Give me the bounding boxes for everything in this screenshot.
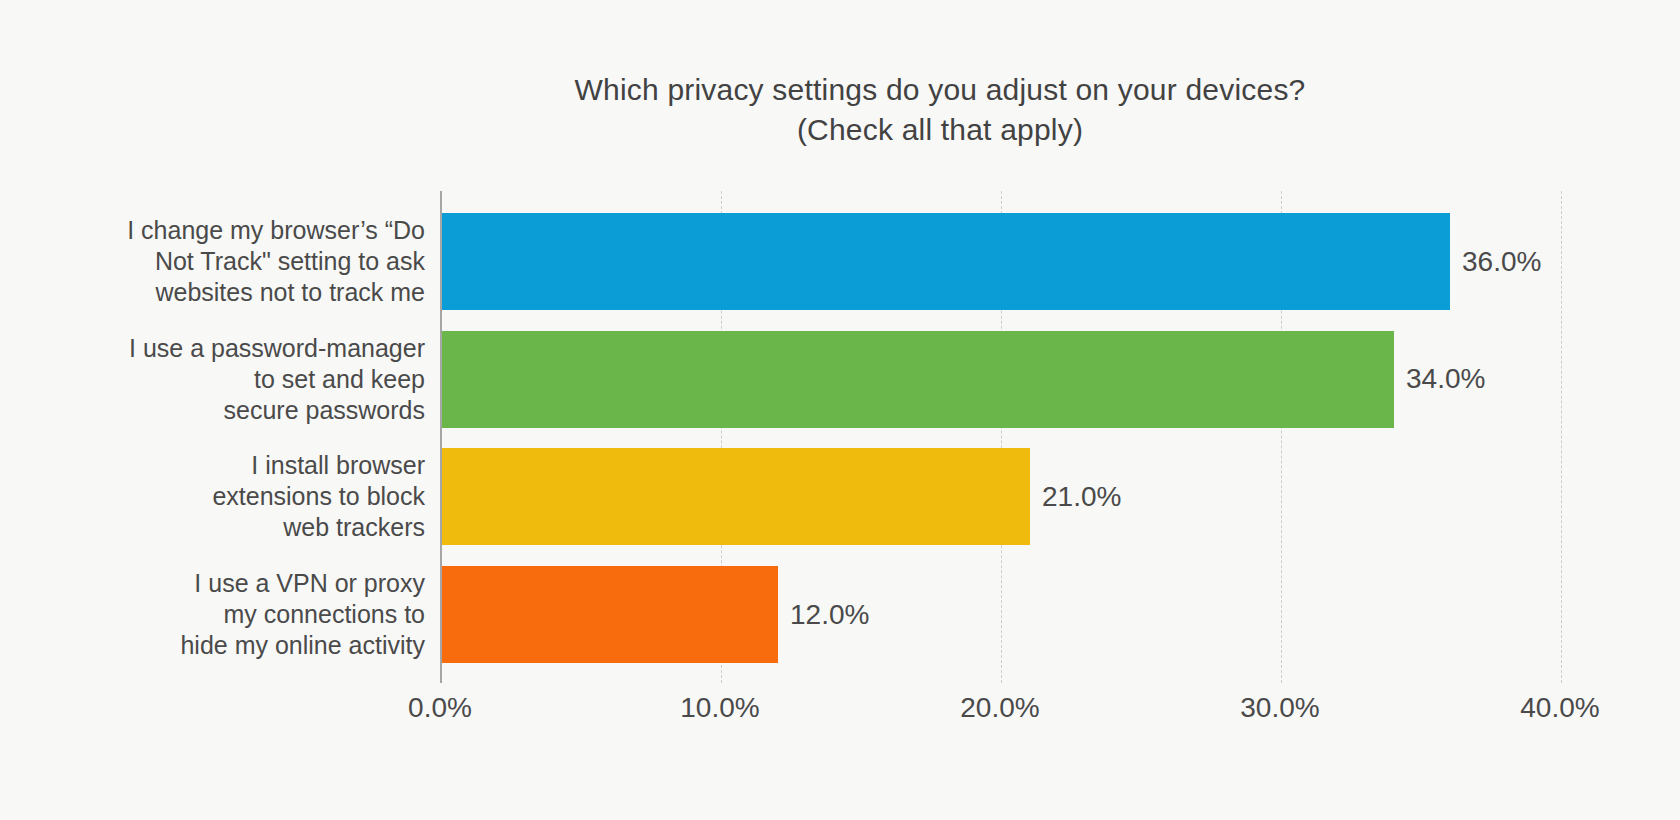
x-axis: 0.0% 10.0% 20.0% 30.0% 40.0% bbox=[0, 692, 1680, 732]
category-label: I install browser extensions to block we… bbox=[0, 448, 425, 545]
bar-row: 34.0% bbox=[442, 331, 1562, 428]
value-label: 12.0% bbox=[790, 599, 869, 631]
x-tick-label: 20.0% bbox=[900, 692, 1100, 724]
chart-title: Which privacy settings do you adjust on … bbox=[340, 70, 1540, 110]
bar-1 bbox=[442, 213, 1450, 310]
bar-2 bbox=[442, 331, 1394, 428]
category-label: I use a VPN or proxy my connections to h… bbox=[0, 566, 425, 663]
category-label: I change my browser’s “Do Not Track" set… bbox=[0, 213, 425, 310]
x-tick-label: 0.0% bbox=[340, 692, 540, 724]
value-label: 34.0% bbox=[1406, 363, 1485, 395]
category-label: I use a password-manager to set and keep… bbox=[0, 331, 425, 428]
value-label: 36.0% bbox=[1462, 246, 1541, 278]
bar-row: 12.0% bbox=[442, 566, 1562, 663]
chart-subtitle: (Check all that apply) bbox=[340, 110, 1540, 150]
bar-4 bbox=[442, 566, 778, 663]
plot-area: 36.0% 34.0% 21.0% 12.0% bbox=[440, 191, 1562, 683]
bar-row: 36.0% bbox=[442, 213, 1562, 310]
x-tick-label: 40.0% bbox=[1460, 692, 1660, 724]
bar-row: 21.0% bbox=[442, 448, 1562, 545]
x-tick-label: 10.0% bbox=[620, 692, 820, 724]
title-block: Which privacy settings do you adjust on … bbox=[340, 70, 1540, 150]
category-labels: I change my browser’s “Do Not Track" set… bbox=[0, 191, 425, 683]
bar-3 bbox=[442, 448, 1030, 545]
x-tick-label: 30.0% bbox=[1180, 692, 1380, 724]
value-label: 21.0% bbox=[1042, 481, 1121, 513]
